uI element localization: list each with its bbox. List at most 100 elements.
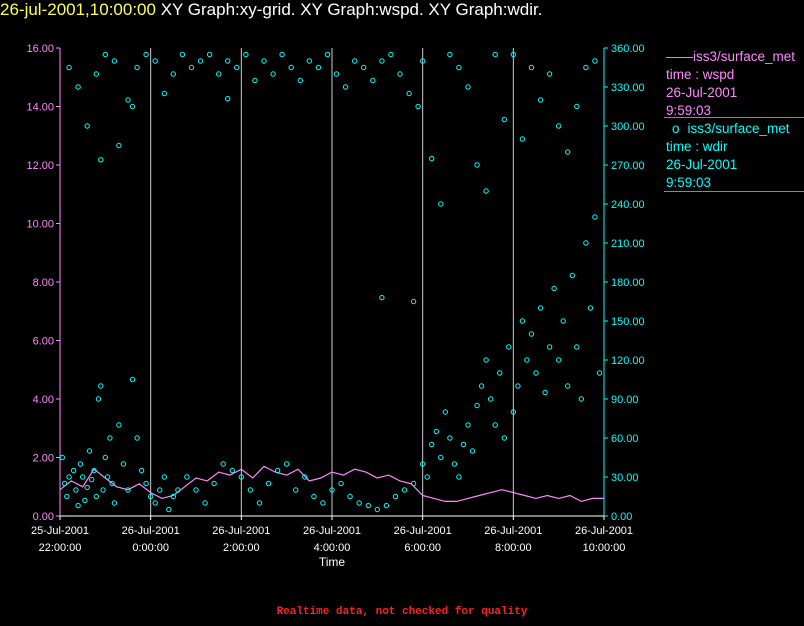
y-right-tick-label: 90.00 — [611, 394, 639, 406]
wdir-point — [202, 500, 208, 506]
wdir-point — [574, 344, 580, 350]
wdir-point — [401, 487, 408, 493]
series-line-wspd — [59, 465, 604, 503]
wdir-point — [125, 487, 131, 493]
wdir-point — [420, 461, 426, 467]
x-tick-label-date: 26-Jul-2001 — [212, 525, 270, 537]
wdir-point — [415, 103, 421, 110]
wdir-point — [501, 116, 507, 123]
wdir-point — [234, 64, 240, 71]
wdir-point — [125, 97, 131, 103]
wdir-point — [206, 51, 213, 58]
wdir-point — [483, 357, 489, 363]
wdir-point — [265, 480, 272, 487]
wdir-point — [184, 474, 190, 480]
wdir-point — [528, 331, 535, 337]
wdir-point — [510, 409, 516, 415]
wdir-point — [66, 474, 72, 480]
y-right-tick-label: 0.00 — [611, 511, 632, 523]
legend-marker-symbol: o — [672, 121, 680, 136]
wdir-point — [256, 500, 263, 506]
legend-divider — [664, 117, 804, 118]
wdir-point — [66, 64, 72, 71]
x-tick-label-date: 26-Jul-2001 — [303, 525, 361, 537]
wdir-point — [279, 51, 285, 58]
wdir-point — [225, 96, 231, 102]
wdir-point — [456, 64, 462, 71]
wdir-point — [152, 58, 158, 64]
wdir-point — [578, 396, 584, 402]
wdir-point — [429, 155, 435, 162]
wdir-point — [569, 272, 575, 279]
wdir-point — [501, 435, 507, 441]
wdir-point — [89, 476, 95, 483]
wdir-point — [474, 162, 480, 168]
wdir-point — [342, 84, 349, 90]
wdir-point — [179, 51, 186, 58]
legend-wspd-date: 26-Jul-2001 — [666, 85, 738, 100]
wdir-point — [528, 64, 535, 71]
wdir-point — [460, 441, 467, 448]
x-tick-label-time: 6:00:00 — [404, 542, 441, 554]
wdir-point — [438, 201, 444, 207]
wdir-point — [397, 71, 403, 77]
wdir-point — [84, 123, 90, 129]
wdir-point — [104, 474, 111, 480]
wdir-point — [361, 64, 367, 71]
wdir-point — [447, 435, 453, 441]
wdir-point — [216, 71, 222, 77]
wdir-point — [98, 157, 104, 163]
wdir-point — [100, 487, 106, 493]
wdir-point — [492, 51, 498, 58]
y-left-tick-label: 8.00 — [33, 277, 54, 289]
wdir-point — [469, 448, 476, 454]
wdir-point — [356, 500, 362, 506]
wdir-point — [510, 51, 516, 58]
wdir-point — [546, 344, 553, 350]
wdir-point — [91, 467, 97, 474]
wdir-point — [533, 370, 539, 376]
x-tick-label-date: 26-Jul-2001 — [484, 525, 542, 537]
y-left-tick-label: 0.00 — [33, 511, 54, 523]
legend-wspd-time: 9:59:03 — [666, 103, 712, 118]
wdir-point — [551, 285, 557, 292]
wdir-point — [252, 77, 258, 84]
wdir-point — [170, 71, 177, 77]
legend-wdir: o iss3/surface_met time : wdir 26-Jul-200… — [666, 120, 790, 192]
wdir-point — [306, 58, 312, 64]
y-right-tick-label: 330.00 — [611, 82, 645, 94]
wdir-point — [197, 58, 204, 64]
y-right-tick-label: 300.00 — [611, 121, 645, 133]
wdir-point — [93, 493, 100, 500]
wdir-point — [442, 409, 448, 415]
legend-divider — [664, 191, 804, 192]
wdir-point — [161, 90, 168, 97]
y-left-tick-label: 12.00 — [26, 160, 54, 172]
wdir-point — [274, 467, 281, 474]
wdir-point — [596, 370, 603, 376]
x-tick-label-date: 25-Jul-2001 — [31, 525, 89, 537]
timestamp-text: 26-jul-2001,10:00:00 — [0, 0, 156, 19]
legend-wdir-field: time : wdir — [666, 139, 728, 154]
y-right-tick-label: 180.00 — [611, 277, 645, 289]
wdir-point — [347, 493, 353, 500]
y-left-tick-label: 2.00 — [33, 453, 54, 465]
wdir-point — [211, 480, 217, 487]
wdir-point — [320, 500, 326, 506]
x-tick-label-date: 26-Jul-2001 — [394, 525, 452, 537]
legend-wdir-name: iss3/surface_met — [687, 121, 790, 136]
x-axis-label: Time — [319, 555, 346, 569]
wdir-point — [420, 58, 426, 64]
y-right-tick-label: 150.00 — [611, 316, 645, 328]
wdir-point — [456, 474, 462, 480]
wdir-point — [161, 474, 168, 480]
wdir-point — [592, 58, 598, 64]
wdir-point — [86, 448, 93, 454]
wdir-point — [379, 294, 385, 301]
wdir-point — [311, 493, 317, 500]
wdir-point — [556, 357, 562, 363]
wdir-point — [95, 396, 102, 402]
wdir-point — [229, 467, 236, 474]
wdir-point — [488, 396, 494, 402]
wdir-point — [157, 487, 163, 493]
